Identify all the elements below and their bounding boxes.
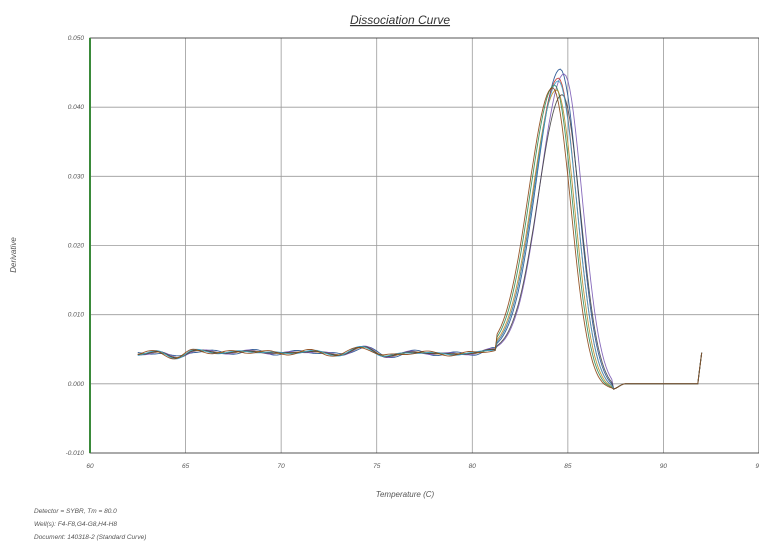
series-line: [138, 88, 702, 389]
footer-document: Document: 140318-2 (Standard Curve): [34, 534, 146, 541]
x-tick-label: 85: [564, 463, 572, 470]
series-line: [138, 78, 702, 389]
y-axis-label: Derivative: [9, 237, 18, 273]
grid: [90, 38, 759, 453]
series-line: [138, 90, 702, 389]
footer-wells: Well(s): F4-F8,G4-G8,H4-H8: [34, 521, 117, 528]
x-tick-label: 60: [86, 463, 94, 470]
y-tick-label: 0.000: [68, 381, 85, 388]
x-tick-label: 70: [278, 463, 286, 470]
x-tick-label: 95: [755, 463, 759, 470]
series-lines: [138, 69, 702, 389]
chart-title: Dissociation Curve: [350, 13, 450, 27]
x-axis-label: Temperature (C): [376, 490, 435, 499]
x-tick-labels: 60 65 70 75 80 85 90 95: [86, 463, 759, 470]
y-tick-label: 0.010: [68, 312, 85, 319]
y-tick-label: -0.010: [66, 450, 85, 457]
series-line: [138, 81, 702, 389]
x-tick-label: 75: [373, 463, 381, 470]
x-tick-label: 65: [182, 463, 190, 470]
series-line: [138, 85, 702, 389]
y-tick-label: 0.030: [68, 173, 85, 180]
y-tick-label: 0.020: [68, 243, 85, 250]
x-tick-label: 80: [469, 463, 477, 470]
y-tick-label: 0.050: [68, 35, 85, 42]
y-tick-labels: -0.010 0.000 0.010 0.020 0.030 0.040 0.050: [66, 35, 85, 457]
series-line: [138, 74, 702, 389]
series-line: [138, 95, 702, 389]
y-tick-label: 0.040: [68, 104, 85, 111]
series-line: [138, 69, 702, 389]
x-tick-label: 90: [660, 463, 668, 470]
footer-detector: Detector = SYBR, Tm = 80.0: [34, 508, 117, 515]
